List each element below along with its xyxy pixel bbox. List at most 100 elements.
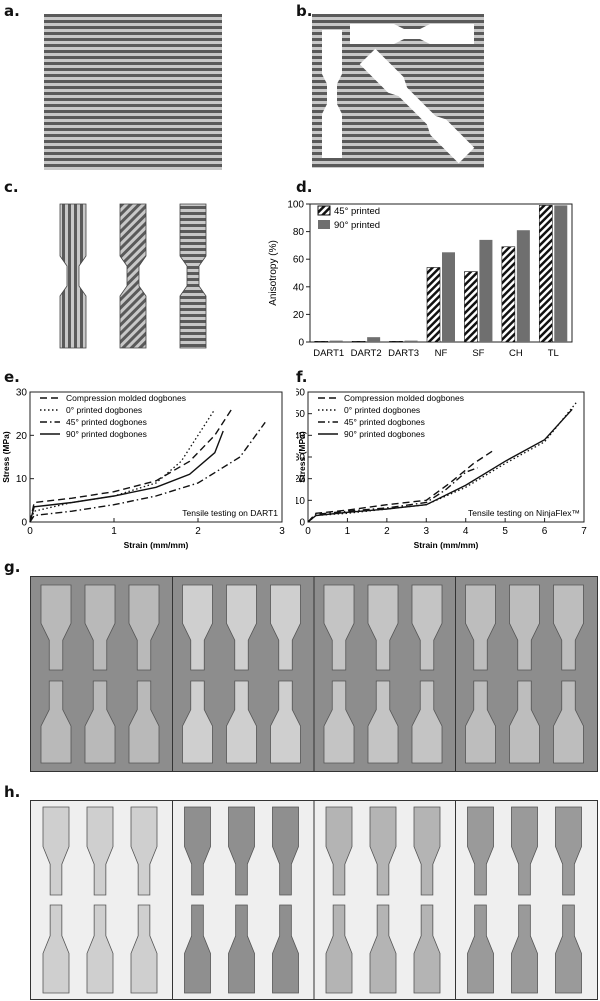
dogbone-fragment bbox=[509, 680, 540, 764]
bar-NF-45 bbox=[426, 267, 441, 343]
dogbone-fragment bbox=[130, 806, 158, 896]
y-tick-label: 20 bbox=[296, 474, 305, 485]
legend-swatch bbox=[317, 205, 331, 216]
x-tick-label: 0 bbox=[27, 526, 33, 537]
panel-g-photo-fractured-dogbones bbox=[30, 576, 598, 772]
x-tick-label: 0 bbox=[305, 526, 311, 537]
y-tick-label: 0 bbox=[21, 518, 27, 529]
dogbone-fragment bbox=[465, 584, 496, 671]
dogbone-fragment bbox=[323, 584, 355, 671]
x-tick-label: 7 bbox=[581, 526, 587, 537]
legend-label: 0° printed dogbones bbox=[344, 405, 420, 415]
y-tick-label: 40 bbox=[296, 431, 305, 442]
dogbone-fragment bbox=[184, 806, 211, 896]
dogbone-fragment bbox=[413, 904, 441, 994]
legend-label: Compression molded dogbones bbox=[344, 393, 464, 403]
bar-NF-90 bbox=[442, 252, 455, 342]
chart-annotation: Tensile testing on DART1 bbox=[182, 508, 278, 518]
dogbone-fragment bbox=[369, 806, 397, 896]
dogbone-horizontal-stripes bbox=[179, 203, 207, 349]
dogbone-fragment bbox=[228, 904, 255, 994]
dogbone-fragment bbox=[367, 680, 399, 764]
legend-label: 0° printed dogbones bbox=[66, 405, 142, 415]
y-tick-label: 0 bbox=[299, 518, 305, 529]
y-axis-label: Stress (MPa) bbox=[1, 431, 11, 483]
dogbone-fragment bbox=[467, 806, 494, 896]
dogbone-fragment bbox=[553, 680, 584, 764]
series-line bbox=[307, 449, 494, 523]
dogbone-fragment bbox=[411, 680, 443, 764]
dogbone-fragment bbox=[509, 584, 540, 671]
x-tick-label: DART2 bbox=[351, 348, 382, 359]
legend-label: 90° printed dogbones bbox=[66, 429, 147, 439]
cutout-diagonal-dogbone bbox=[359, 48, 475, 164]
dogbone-fragment bbox=[270, 584, 301, 671]
dogbone-fragment bbox=[413, 806, 441, 896]
dogbone-fragment bbox=[128, 680, 160, 764]
dogbone-fragment bbox=[270, 680, 301, 764]
dogbone-fragment bbox=[40, 680, 72, 764]
chart-stress-strain-dart1: 0 10 20 30 0 1 2 3 Strain (mm/mm) Stress (MPa) Com… bbox=[1, 388, 285, 551]
dogbone-fragment bbox=[130, 904, 158, 994]
dogbone-fragment bbox=[325, 904, 353, 994]
dogbone-fragment bbox=[128, 584, 160, 671]
panel-label-f: f. bbox=[296, 368, 308, 386]
legend-label: Compression molded dogbones bbox=[66, 393, 186, 403]
legend-label: 45° printed dogbones bbox=[66, 417, 147, 427]
x-tick-label: 2 bbox=[384, 526, 390, 537]
bar-CH-90 bbox=[516, 230, 530, 342]
dogbone-fragment bbox=[323, 680, 355, 764]
panel-c-dogbones bbox=[59, 203, 207, 349]
y-tick-label: 40 bbox=[293, 282, 305, 293]
y-tick-label: 20 bbox=[16, 431, 28, 442]
x-tick-label: DART1 bbox=[313, 348, 344, 359]
series-line bbox=[29, 408, 233, 523]
dogbone-fragment bbox=[511, 904, 538, 994]
x-tick-label: 1 bbox=[111, 526, 117, 537]
x-tick-label: 3 bbox=[279, 526, 285, 537]
panel-b-sheet-with-cutouts bbox=[312, 14, 484, 168]
legend-swatch bbox=[318, 220, 330, 229]
bar-CH-45 bbox=[501, 246, 516, 343]
x-tick-label: 2 bbox=[195, 526, 201, 537]
y-axis-label: Anisotropy (%) bbox=[268, 240, 279, 306]
panel-label-b: b. bbox=[296, 2, 313, 20]
photo-h-illustration bbox=[42, 801, 582, 999]
bar-TL-90 bbox=[554, 205, 568, 342]
legend-label: 45° printed bbox=[334, 206, 380, 217]
dogbone-fragment bbox=[228, 806, 255, 896]
bar-DART2-90 bbox=[367, 337, 381, 342]
x-tick-label: TL bbox=[548, 348, 559, 359]
panel-label-e: e. bbox=[4, 368, 20, 386]
bar-DART3-90 bbox=[404, 340, 418, 342]
dogbone-fragment bbox=[467, 904, 494, 994]
y-tick-label: 10 bbox=[296, 496, 305, 507]
bar-DART1-90 bbox=[329, 340, 343, 342]
x-axis-label: Strain (mm/mm) bbox=[414, 540, 479, 550]
y-tick-label: 30 bbox=[16, 388, 28, 399]
bar-DART2-45 bbox=[351, 341, 366, 343]
dogbone-diagonal-stripes bbox=[119, 203, 147, 349]
legend-label: 45° printed dogbones bbox=[344, 417, 425, 427]
x-tick-label: 3 bbox=[424, 526, 430, 537]
cutout-vertical-dogbone bbox=[322, 30, 342, 158]
y-tick-label: 0 bbox=[298, 338, 304, 349]
panel-h-photo-fractured-dogbones bbox=[30, 800, 598, 1000]
dogbone-fragment bbox=[86, 904, 114, 994]
dogbone-fragment bbox=[511, 806, 538, 896]
panel-label-g: g. bbox=[4, 558, 21, 576]
x-tick-label: 1 bbox=[345, 526, 351, 537]
x-tick-label: 4 bbox=[463, 526, 469, 537]
panel-label-c: c. bbox=[4, 178, 19, 196]
y-tick-label: 60 bbox=[293, 255, 305, 266]
dogbone-fragment bbox=[555, 806, 582, 896]
x-tick-label: SF bbox=[472, 348, 484, 359]
dogbone-fragment bbox=[367, 584, 399, 671]
photo-g-illustration bbox=[40, 577, 584, 771]
y-tick-label: 50 bbox=[296, 409, 305, 420]
plot-frame bbox=[309, 203, 573, 343]
y-tick-label: 20 bbox=[293, 310, 305, 321]
x-tick-label: 6 bbox=[542, 526, 548, 537]
dogbone-fragment bbox=[272, 904, 299, 994]
y-tick-label: 10 bbox=[16, 474, 28, 485]
